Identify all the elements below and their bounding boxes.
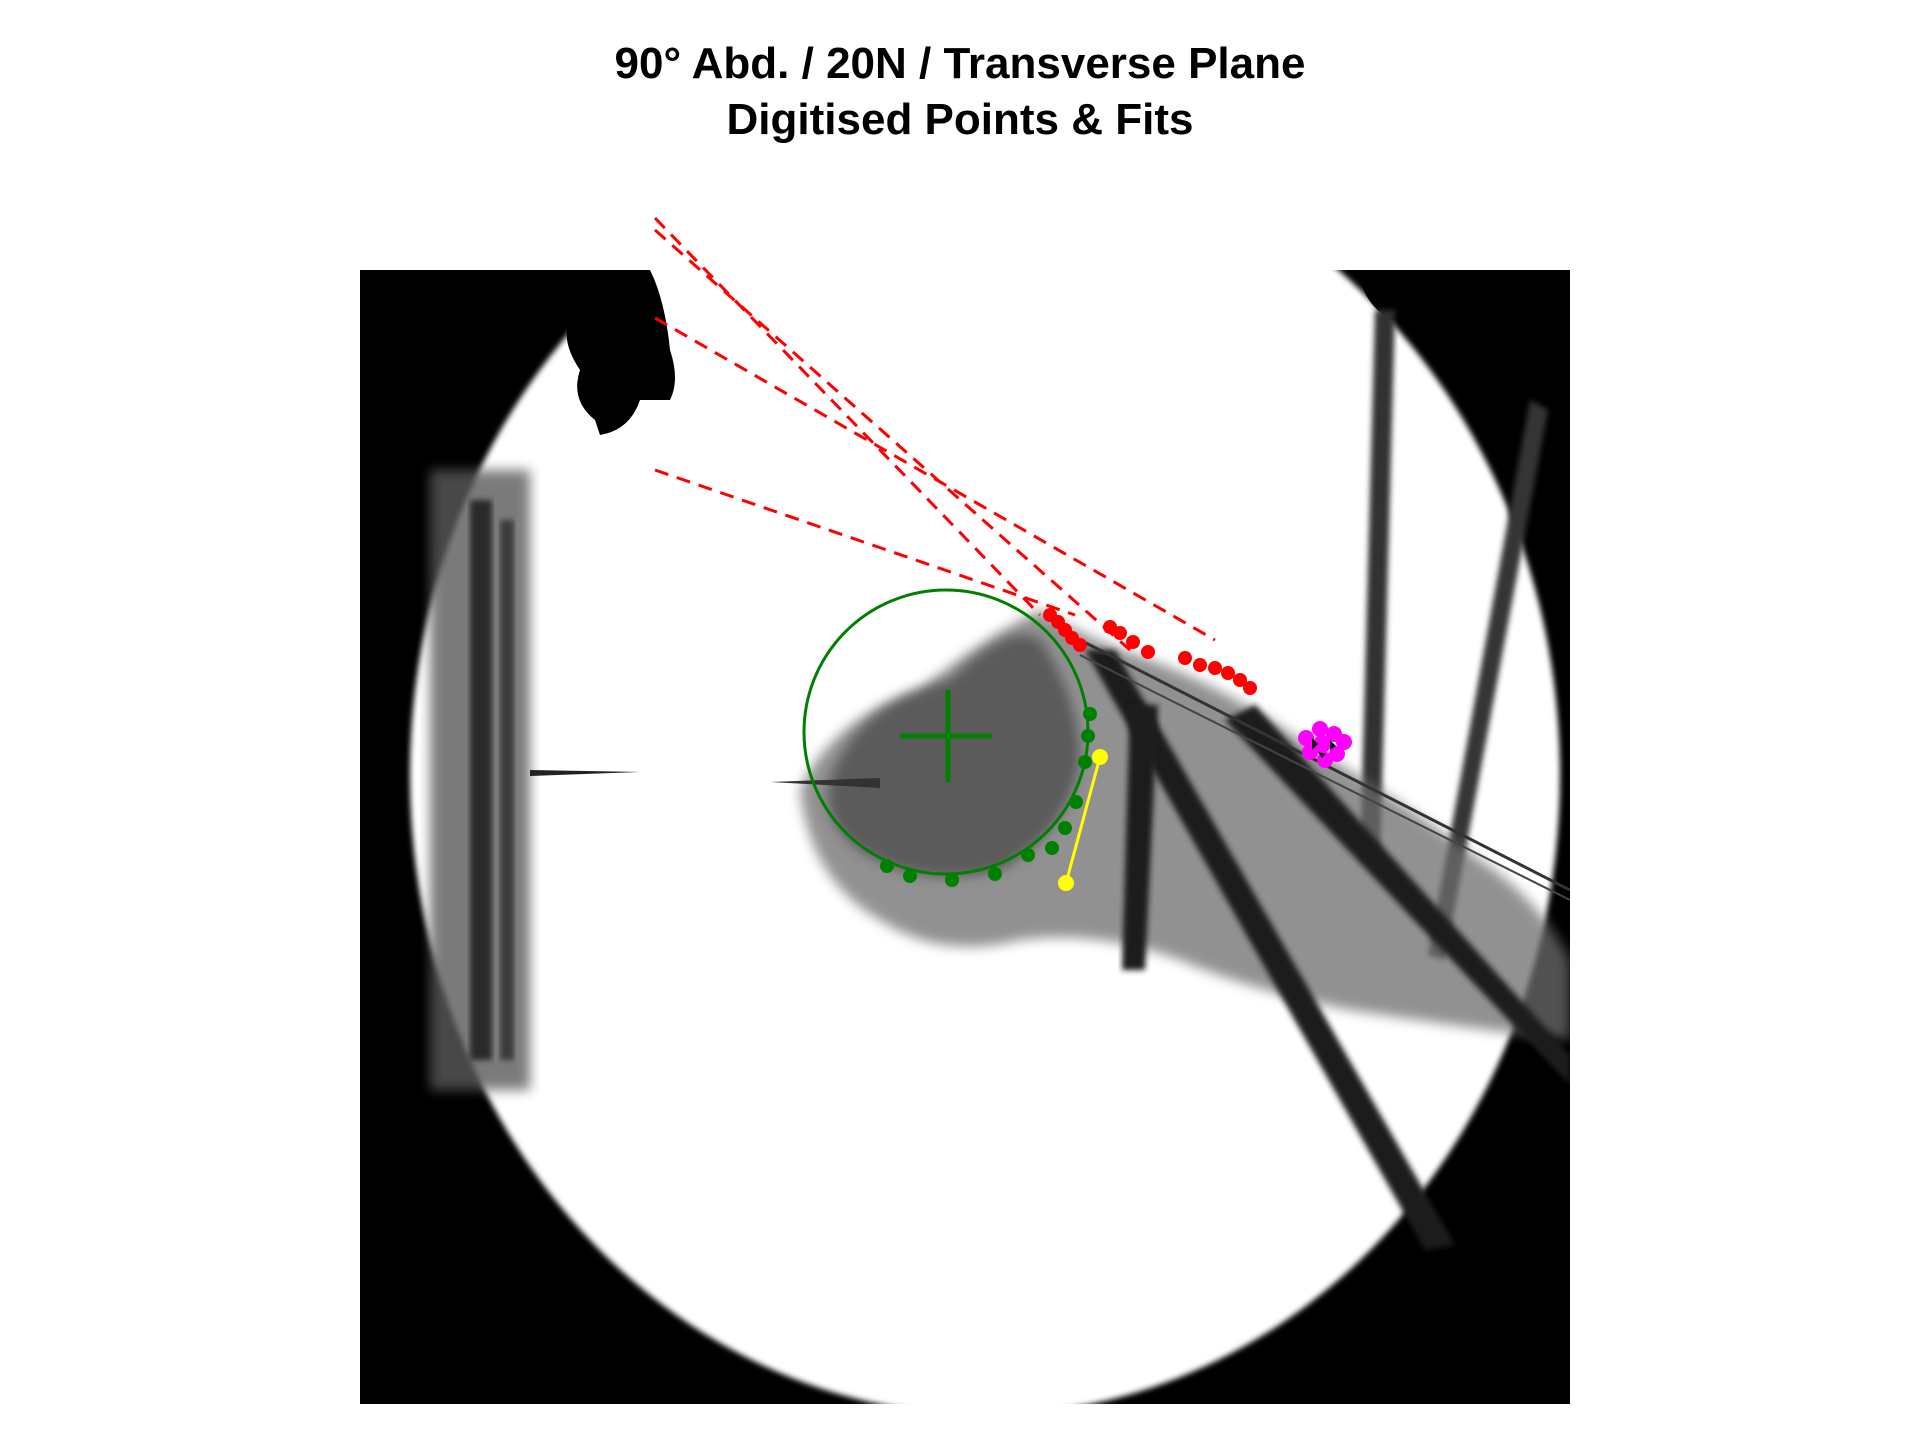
green-point [1083,707,1097,721]
tangent-line-3 [654,316,1216,642]
bottom-right-clamp [1372,1240,1570,1404]
red-point [1233,673,1247,687]
red-point [1208,661,1222,675]
left-edge-bar-2 [500,520,514,1060]
green-point [880,859,894,873]
left-edge-bar [470,500,492,1060]
vertical-rod-2 [1428,400,1548,960]
title-line-1: 90° Abd. / 20N / Transverse Plane [614,39,1306,88]
tangent-lines [653,216,1216,652]
magenta-point [1329,746,1345,762]
top-left-clamp [560,270,675,435]
green-point [903,869,917,883]
red-point [1221,666,1235,680]
tangent-line-1 [653,216,1042,617]
diagonal-rod-2 [1225,705,1570,1085]
title-line-2: Digitised Points & Fits [726,95,1194,144]
figure-title: 90° Abd. / 20N / Transverse Plane Digiti… [0,36,1920,148]
mid-spike [770,778,880,788]
yellow-point-top [1092,749,1108,765]
green-point [1045,841,1059,855]
marker-dark-centre [1312,738,1336,758]
green-point [988,867,1002,881]
green-digitised-points [880,707,1097,887]
magenta-point [1312,721,1328,737]
xray-image [360,270,1570,1404]
magenta-point [1336,734,1352,750]
green-point [1069,795,1083,809]
yellow-line-fit [1058,749,1108,891]
magenta-marker [1298,721,1352,768]
tangent-line-4 [654,468,1076,617]
humeral-head-shadow [828,635,1080,877]
vertical-pin [1122,705,1158,970]
yellow-point-bottom [1058,875,1074,891]
top-right-clamp [1360,270,1570,440]
green-point [945,873,959,887]
tendon-line-2 [1079,654,1570,901]
vertical-rod-1 [1360,310,1395,860]
magenta-point [1298,730,1314,746]
red-point [1126,635,1140,649]
tangent-line-2 [654,228,1131,652]
green-point [1021,848,1035,862]
diagonal-rod-1 [1085,650,1455,1250]
red-point [1193,658,1207,672]
red-point [1113,626,1127,640]
red-point [1243,681,1257,695]
red-point [1141,645,1155,659]
magenta-point [1313,735,1331,753]
red-point [1073,638,1087,652]
red-point [1178,651,1192,665]
left-spike [530,770,640,776]
yellow-line [1064,756,1102,884]
red-digitised-points [1043,608,1257,695]
green-point [1081,729,1095,743]
green-point [1058,821,1072,835]
green-point [1078,755,1092,769]
